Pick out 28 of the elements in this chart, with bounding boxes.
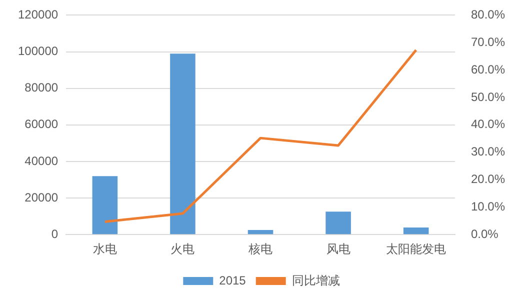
- x-tick-label: 火电: [170, 242, 195, 256]
- legend-label: 2015: [219, 273, 246, 288]
- x-tick-label: 核电: [248, 242, 273, 256]
- y2-tick-label: 50.0%: [470, 90, 506, 104]
- legend-label: 同比增减: [292, 273, 340, 288]
- y-tick-label: 20000: [24, 190, 58, 204]
- bar: [326, 212, 351, 234]
- y-tick-label: 0: [51, 226, 58, 241]
- x-tick-label: 太阳能发电: [386, 242, 446, 256]
- y2-tick-label: 20.0%: [470, 172, 506, 186]
- y-tick-label: 40000: [24, 154, 58, 168]
- x-tick-label: 风电: [326, 242, 350, 256]
- bar: [92, 176, 118, 234]
- y2-tick-label: 60.0%: [470, 62, 506, 76]
- bar: [170, 54, 196, 234]
- y-tick-label: 80000: [24, 80, 58, 95]
- y-tick-label: 60000: [24, 117, 58, 132]
- y-tick-label: 100000: [18, 44, 58, 58]
- y-tick-label: 120000: [18, 8, 58, 22]
- bar: [403, 227, 429, 234]
- y2-tick-label: 0.0%: [470, 226, 499, 241]
- bar: [248, 230, 274, 234]
- y2-tick-label: 10.0%: [470, 199, 506, 214]
- x-tick-label: 水电: [92, 242, 117, 256]
- y2-tick-label: 40.0%: [470, 117, 506, 132]
- y2-tick-label: 80.0%: [470, 8, 506, 22]
- y2-tick-label: 30.0%: [470, 144, 506, 159]
- y2-tick-label: 70.0%: [470, 34, 506, 49]
